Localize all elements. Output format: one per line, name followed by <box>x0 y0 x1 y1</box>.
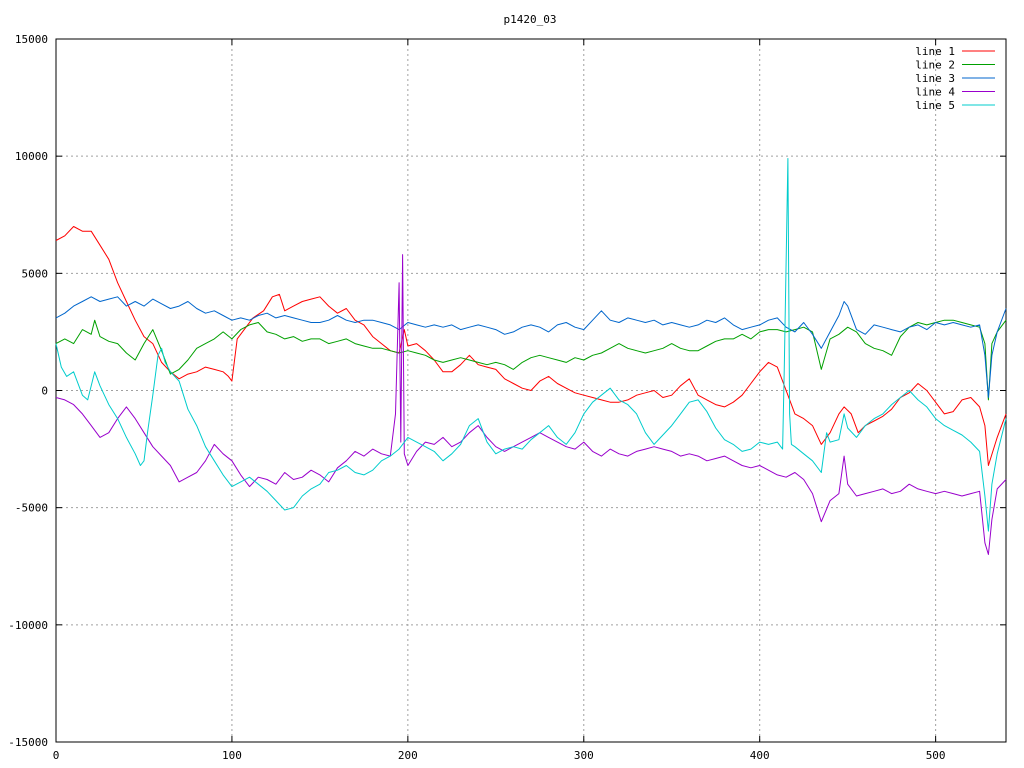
series-group <box>55 158 1007 555</box>
y-tick-label: -10000 <box>8 619 48 632</box>
axis-ticks: -15000 -10000 -5000 0 5000 10000 15000 0 100 200 3… <box>8 33 1006 762</box>
x-tick-label: 200 <box>398 749 418 762</box>
y-tick-label: -5000 <box>15 502 48 515</box>
y-tick-label: 10000 <box>15 150 48 163</box>
series-line-3 <box>55 296 1007 398</box>
legend-label: line 4 <box>915 86 955 99</box>
x-tick-label: 100 <box>222 749 242 762</box>
legend-label: line 1 <box>915 45 955 58</box>
series-line-2 <box>55 319 1007 401</box>
series-line-1 <box>55 226 1007 466</box>
x-tick-label: 500 <box>926 749 946 762</box>
legend-label: line 3 <box>915 72 955 85</box>
series-line-4 <box>55 254 1007 555</box>
x-tick-label: 300 <box>574 749 594 762</box>
y-tick-label: -15000 <box>8 736 48 749</box>
y-tick-label: 15000 <box>15 33 48 46</box>
chart-title: p1420_03 <box>504 13 557 26</box>
legend-label: line 5 <box>915 99 955 112</box>
y-tick-label: 5000 <box>22 267 49 280</box>
legend-label: line 2 <box>915 59 955 72</box>
y-tick-label: 0 <box>41 385 48 398</box>
x-tick-label: 0 <box>53 749 60 762</box>
x-tick-label: 400 <box>750 749 770 762</box>
series-line-5 <box>55 158 1007 532</box>
grid <box>56 39 1006 742</box>
